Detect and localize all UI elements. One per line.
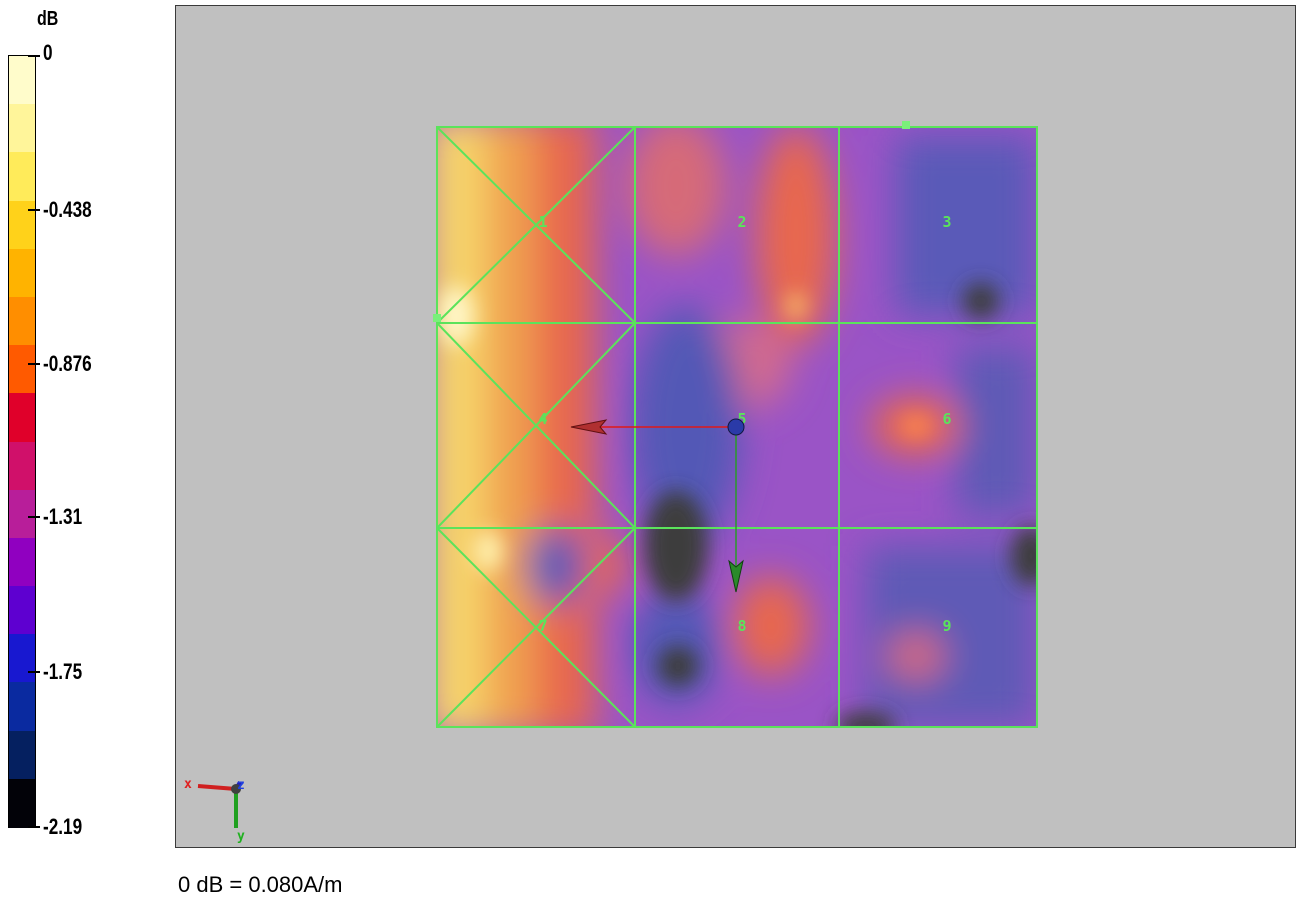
colorbar-band [9,537,35,587]
legend-tick-mark [28,209,40,212]
cell-label: 9 [942,617,951,635]
legend-tick-mark [28,671,40,674]
legend-tick-label: -2.19 [43,814,83,839]
legend-tick-label: -0.438 [43,197,92,223]
legend-tick-label: -1.31 [43,504,83,530]
colorbar-band [9,296,35,346]
colorbar-band [9,634,35,684]
colorbar-band [9,730,35,780]
measurement-grid [436,126,1038,728]
cell-labels: 1 2 3 4 5 6 7 8 9 [538,213,951,635]
colorbar-band [9,104,35,154]
axis-x-label: x [184,777,192,792]
grid-marker [902,121,910,129]
colorbar-band [9,345,35,395]
field-plot-viewport[interactable]: 1 2 3 4 5 6 7 8 9 x y z [175,5,1296,848]
colorbar-band [9,393,35,443]
legend-tick-label: -1.75 [43,659,83,685]
cell-label: 8 [737,617,746,635]
legend-tick-mark [28,363,40,366]
cell-label: 1 [538,213,547,231]
cell-label: 6 [942,410,951,428]
probe-orientation [570,418,745,593]
cell-label: 5 [737,410,746,428]
axes-gizmo: x y z [184,777,245,844]
legend-unit: dB [37,8,59,30]
colorbar-band [9,56,35,105]
legend-tick-label: -0.876 [43,351,92,377]
colorbar-band [9,200,35,250]
colorbar [8,55,36,828]
legend-tick-mark [28,516,40,519]
legend-tick-mark [28,55,40,57]
axis-z-label: z [237,778,245,793]
legend-tick-mark [28,826,40,828]
cell-label: 4 [538,410,547,428]
color-legend: dB 0 -0.438 -0.876 -1.31 -1.75 -2.19 [0,0,175,850]
colorbar-band [9,778,35,828]
colorbar-band [9,441,35,491]
legend-tick-label: 0 [43,40,53,65]
axis-y-label: y [237,829,245,844]
grid-marker [433,314,441,322]
colorbar-band [9,248,35,298]
cell-label: 7 [538,617,547,635]
cell-label: 3 [942,213,951,231]
colorbar-band [9,586,35,636]
reference-level-note: 0 dB = 0.080A/m [178,872,343,897]
colorbar-band [9,489,35,539]
colorbar-band [9,152,35,202]
field-map: 1 2 3 4 5 6 7 8 9 x y z [184,121,1038,844]
cell-label: 2 [737,213,746,231]
colorbar-band [9,682,35,732]
